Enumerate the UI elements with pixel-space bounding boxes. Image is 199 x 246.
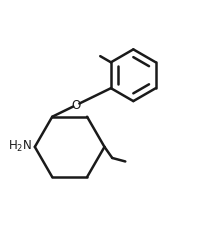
Text: O: O	[72, 98, 81, 111]
Text: H$_2$N: H$_2$N	[8, 139, 32, 154]
